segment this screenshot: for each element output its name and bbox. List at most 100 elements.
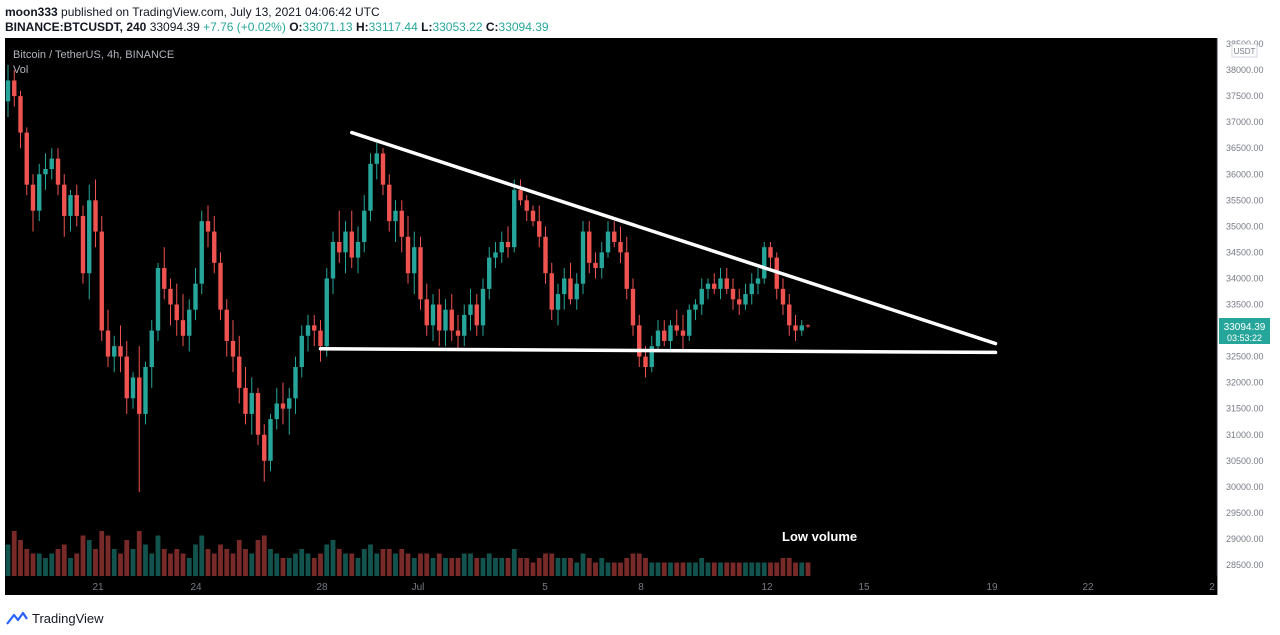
candle-body <box>412 247 417 274</box>
candle-body <box>362 210 367 242</box>
candle-body <box>324 278 329 347</box>
candle-body <box>605 231 611 253</box>
candle-body <box>349 231 354 258</box>
volume-bar <box>280 558 286 576</box>
volume-bar <box>36 553 42 576</box>
candle-body <box>180 320 186 336</box>
candle-body <box>637 325 642 357</box>
volume-bar <box>111 549 117 576</box>
volume-bar <box>649 562 655 576</box>
volume-bar <box>618 562 623 576</box>
candle-body <box>587 231 592 263</box>
candle-body <box>599 252 604 269</box>
candle-body <box>149 330 154 368</box>
volume-bar <box>461 553 467 576</box>
volume-bar <box>30 553 36 576</box>
candle-body <box>668 325 673 341</box>
volume-bar <box>418 553 423 576</box>
candle-body <box>705 283 711 289</box>
candle-body <box>5 80 11 102</box>
volume-bar <box>699 558 705 576</box>
volume-bar <box>49 553 55 576</box>
volume-bar <box>574 562 580 576</box>
time-tick-label: 8 <box>638 582 644 593</box>
volume-bar <box>74 553 80 576</box>
volume-bar <box>61 544 67 576</box>
volume-bar <box>155 535 161 576</box>
currency-badge <box>1231 43 1258 58</box>
volume-bar <box>399 549 405 576</box>
candle-body <box>480 288 486 326</box>
candle-body <box>737 299 742 305</box>
volume-bar <box>736 562 742 576</box>
time-axis-strip[interactable] <box>5 576 1217 595</box>
volume-bar <box>768 562 773 576</box>
candle-body <box>93 200 98 232</box>
volume-bar <box>174 549 180 576</box>
volume-bar <box>68 558 73 576</box>
candle-body <box>87 200 92 274</box>
volume-bar <box>143 544 148 576</box>
candle-body <box>693 304 698 310</box>
plot-background[interactable] <box>5 38 1217 595</box>
candle-body <box>237 356 242 388</box>
candle-body <box>37 174 42 211</box>
candle-body <box>187 309 192 336</box>
volume-bar <box>430 558 436 576</box>
publish-info: moon333 published on TradingView.com, Ju… <box>5 5 380 19</box>
candle-body <box>99 231 104 331</box>
time-tick-label: 21 <box>92 582 104 593</box>
author-name[interactable]: moon333 <box>5 5 58 19</box>
footer-brand[interactable]: TradingView <box>6 609 104 627</box>
candle-body <box>74 195 79 216</box>
volume-bar <box>274 553 280 576</box>
time-tick-label: 28 <box>316 582 328 593</box>
candle-body <box>493 252 498 258</box>
price-ticks: 38500.0038000.0037500.0037000.0036500.00… <box>1226 39 1264 570</box>
volume-bar <box>261 535 267 576</box>
volume-bar <box>593 562 598 576</box>
volume-bar <box>355 558 361 576</box>
volume-bar <box>18 540 23 576</box>
candle-body <box>749 283 754 295</box>
candle-body <box>293 367 298 399</box>
last-price: 33094.39 <box>149 20 200 34</box>
high-label: H: <box>355 20 369 34</box>
volume-bar <box>586 558 592 576</box>
time-tick-label: 12 <box>761 582 773 593</box>
volume-bar <box>99 531 105 576</box>
candle-body <box>393 210 398 222</box>
price-axis-panel[interactable] <box>1217 38 1275 595</box>
candle-body <box>230 340 236 357</box>
close-label: C: <box>485 20 499 34</box>
candle-body <box>130 377 136 399</box>
candle-body <box>418 247 423 300</box>
volume-bar <box>218 544 223 576</box>
candle-body <box>443 309 448 331</box>
time-tick-label: 19 <box>986 582 998 593</box>
volume-bar <box>118 553 123 576</box>
volume-bar <box>774 562 780 576</box>
volume-bar <box>455 558 461 576</box>
volume-bar <box>549 553 555 576</box>
tradingview-brand-label: TradingView <box>32 610 104 626</box>
volume-bar <box>43 558 48 576</box>
volume-bar <box>130 549 136 576</box>
volume-bar <box>386 549 392 576</box>
candle-body <box>249 393 254 414</box>
candle-body <box>68 195 73 216</box>
price-tick-label: 38000.00 <box>1226 65 1264 75</box>
volume-bar <box>230 553 236 576</box>
volume-bar <box>105 535 111 576</box>
candle-body <box>618 241 623 253</box>
candle-body <box>712 283 717 289</box>
volume-bar <box>505 558 511 576</box>
candle-body <box>380 153 386 185</box>
volume-bar <box>268 549 273 576</box>
candle-body <box>368 163 373 211</box>
volume-bar <box>205 549 211 576</box>
candle-body <box>780 288 786 305</box>
volume-bar <box>668 562 673 576</box>
candle-body <box>718 278 723 289</box>
